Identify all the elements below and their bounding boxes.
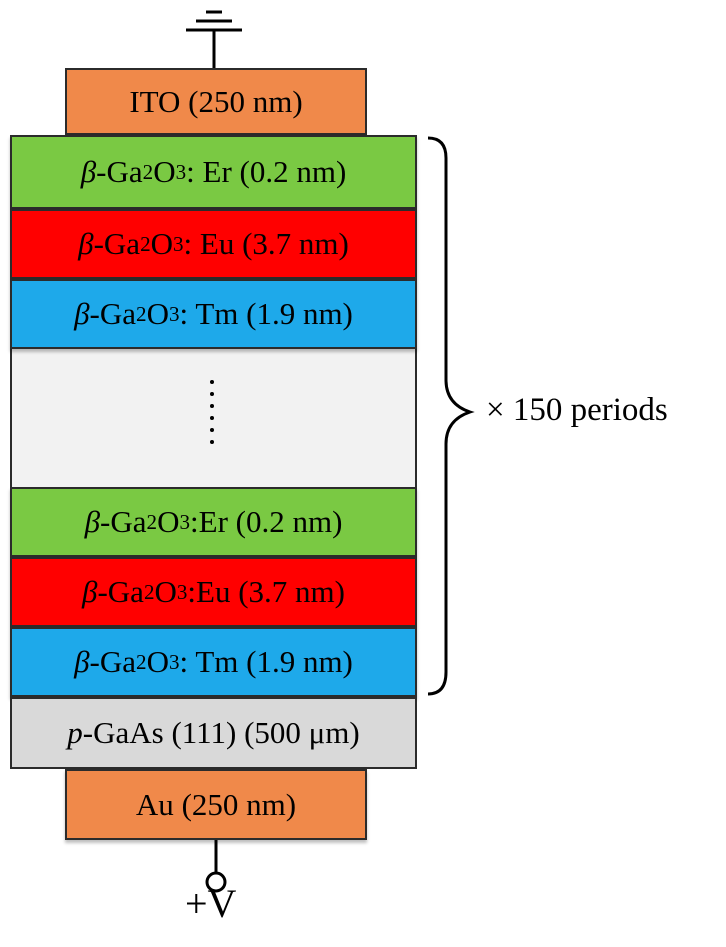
layer-label-formula-ga: -Ga [100, 504, 147, 539]
substrate-rest: -GaAs (111) (500 μm) [82, 715, 360, 750]
layer-label-formula-ga: -Ga [89, 644, 137, 679]
substrate-layer: p -GaAs (111) (500 μm) [10, 697, 417, 769]
layer-label-prefix: β [78, 226, 94, 261]
layer-label-dopant: : Tm (1.9 nm) [179, 644, 353, 679]
au-electrode: Au (250 nm) [65, 769, 367, 840]
layer-label-prefix: β [74, 644, 90, 679]
substrate-prefix: p [67, 715, 83, 750]
layer-label-dopant: :Er (0.2 nm) [190, 504, 343, 539]
ito-thickness: (250 nm) [188, 83, 303, 119]
layer-label-formula-o: O [153, 154, 176, 189]
layer-label-formula-o: O [150, 226, 173, 261]
layer-label-prefix: β [74, 296, 90, 331]
layer-label-formula-o: O [154, 574, 177, 609]
bias-label: +V [185, 881, 237, 926]
layer-ga2o3-5: β -Ga 2 O 3:Eu (3.7 nm) [10, 557, 417, 627]
layer-label-formula-ga: -Ga [93, 226, 141, 261]
au-name: Au [135, 786, 174, 822]
layer-label-formula-ga: -Ga [89, 296, 137, 331]
layer-label-formula-o: O [157, 504, 180, 539]
layer-ga2o3-3: β -Ga 2 O 3: Tm (1.9 nm) [10, 279, 417, 349]
layer-label-prefix: β [84, 504, 101, 539]
ground-icon [186, 10, 242, 68]
layer-label-dopant: :Eu (3.7 nm) [187, 574, 345, 609]
layer-label-formula-o: O [146, 296, 169, 331]
layer-label-formula-ga: -Ga [96, 154, 143, 189]
layer-ga2o3-4: β -Ga 2 O 3:Er (0.2 nm) [10, 487, 417, 557]
layer-label-prefix: β [80, 154, 97, 189]
layer-ga2o3-2: β -Ga 2 O 3: Eu (3.7 nm) [10, 209, 417, 279]
layer-label-dopant: : Er (0.2 nm) [186, 154, 347, 189]
layer-ga2o3-1: β -Ga 2 O 3: Er (0.2 nm) [10, 135, 417, 209]
layer-ga2o3-6: β -Ga 2 O 3: Tm (1.9 nm) [10, 627, 417, 697]
ito-name: ITO [129, 83, 181, 119]
ellipsis-dots [210, 380, 216, 452]
periods-label: × 150 periods [486, 392, 668, 428]
period-brace [427, 136, 475, 696]
layer-label-formula-ga: -Ga [97, 574, 144, 609]
layer-label-dopant: : Eu (3.7 nm) [183, 226, 349, 261]
layer-label-prefix: β [82, 574, 98, 609]
layer-label-dopant: : Tm (1.9 nm) [179, 296, 353, 331]
layer-label-formula-o: O [146, 644, 169, 679]
terminal-icon [205, 840, 227, 893]
au-thickness: (250 nm) [181, 786, 297, 822]
ito-electrode: ITO (250 nm) [65, 68, 367, 135]
